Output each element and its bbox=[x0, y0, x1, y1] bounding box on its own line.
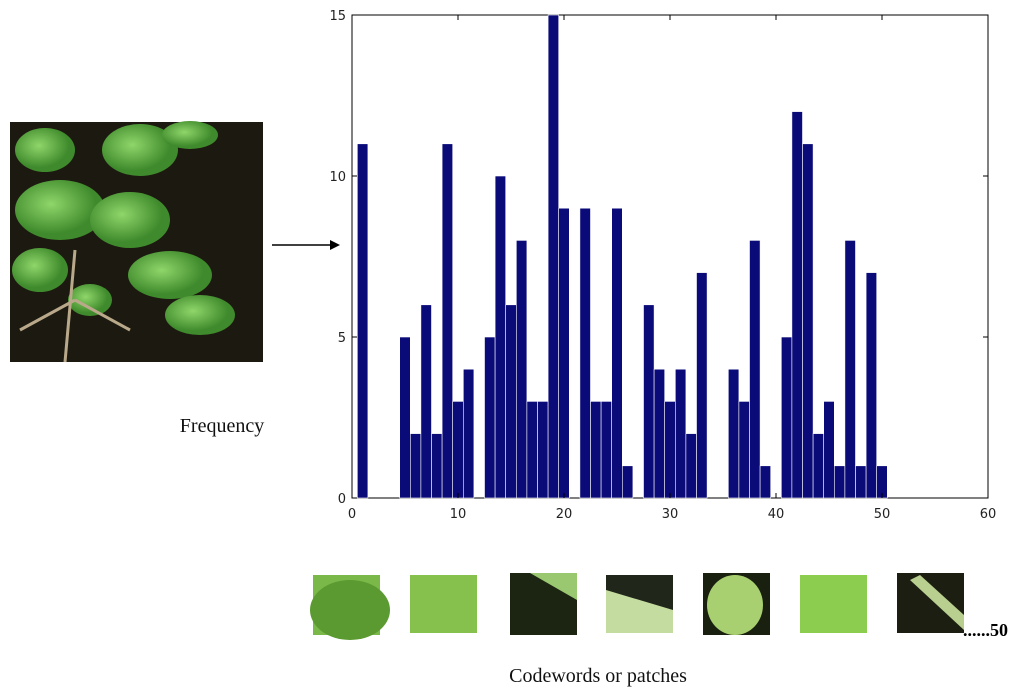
arrow bbox=[272, 240, 340, 250]
bar bbox=[654, 369, 665, 498]
bar bbox=[697, 273, 708, 498]
x-tick-label: 50 bbox=[874, 507, 891, 522]
bar bbox=[813, 434, 824, 498]
x-tick-label: 60 bbox=[980, 507, 997, 522]
bar bbox=[601, 401, 612, 498]
x-tick-label: 40 bbox=[768, 507, 785, 522]
bar bbox=[834, 466, 845, 498]
x-tick-label: 30 bbox=[662, 507, 679, 522]
bar bbox=[622, 466, 633, 498]
bar bbox=[538, 401, 549, 498]
bar bbox=[665, 401, 676, 498]
bar bbox=[644, 305, 655, 498]
bar bbox=[559, 208, 570, 498]
bar bbox=[781, 337, 792, 498]
y-tick-label: 10 bbox=[329, 170, 346, 185]
bar bbox=[506, 305, 517, 498]
bar bbox=[686, 434, 697, 498]
y-tick-label: 0 bbox=[338, 492, 346, 507]
bar bbox=[442, 144, 453, 498]
bar bbox=[527, 401, 538, 498]
bar bbox=[516, 240, 527, 498]
bar bbox=[845, 240, 856, 498]
y-tick-label: 15 bbox=[329, 9, 346, 24]
x-tick-label: 10 bbox=[450, 507, 467, 522]
bar bbox=[453, 401, 464, 498]
page: {"chart_data": {"type": "bar", "ylabel":… bbox=[0, 0, 1032, 695]
bar bbox=[739, 401, 750, 498]
bar bbox=[495, 176, 506, 498]
bar bbox=[485, 337, 496, 498]
figure: Frequency Codewords or patches ......50 … bbox=[0, 0, 1032, 695]
bar bbox=[591, 401, 602, 498]
x-tick-label: 20 bbox=[556, 507, 573, 522]
bar bbox=[410, 434, 421, 498]
bar bbox=[803, 144, 814, 498]
bar bbox=[432, 434, 443, 498]
y-axis-label: Frequency bbox=[180, 415, 264, 437]
patches bbox=[310, 573, 964, 640]
bar bbox=[792, 112, 803, 498]
bar bbox=[866, 273, 877, 498]
bar bbox=[856, 466, 867, 498]
x-tick-label: 0 bbox=[348, 507, 356, 522]
bar bbox=[357, 144, 368, 498]
y-tick-label: 5 bbox=[338, 331, 346, 346]
bar bbox=[400, 337, 411, 498]
bar bbox=[760, 466, 771, 498]
bar bbox=[612, 208, 623, 498]
bar bbox=[728, 369, 739, 498]
leaf-photo bbox=[10, 121, 263, 362]
annotation: ......50 bbox=[963, 620, 1008, 640]
bar bbox=[675, 369, 686, 498]
bar bbox=[548, 15, 559, 498]
bar bbox=[824, 401, 835, 498]
bar bbox=[421, 305, 432, 498]
x-axis-label: Codewords or patches bbox=[509, 665, 687, 687]
bar bbox=[580, 208, 591, 498]
bar bbox=[463, 369, 474, 498]
bar bbox=[750, 240, 761, 498]
